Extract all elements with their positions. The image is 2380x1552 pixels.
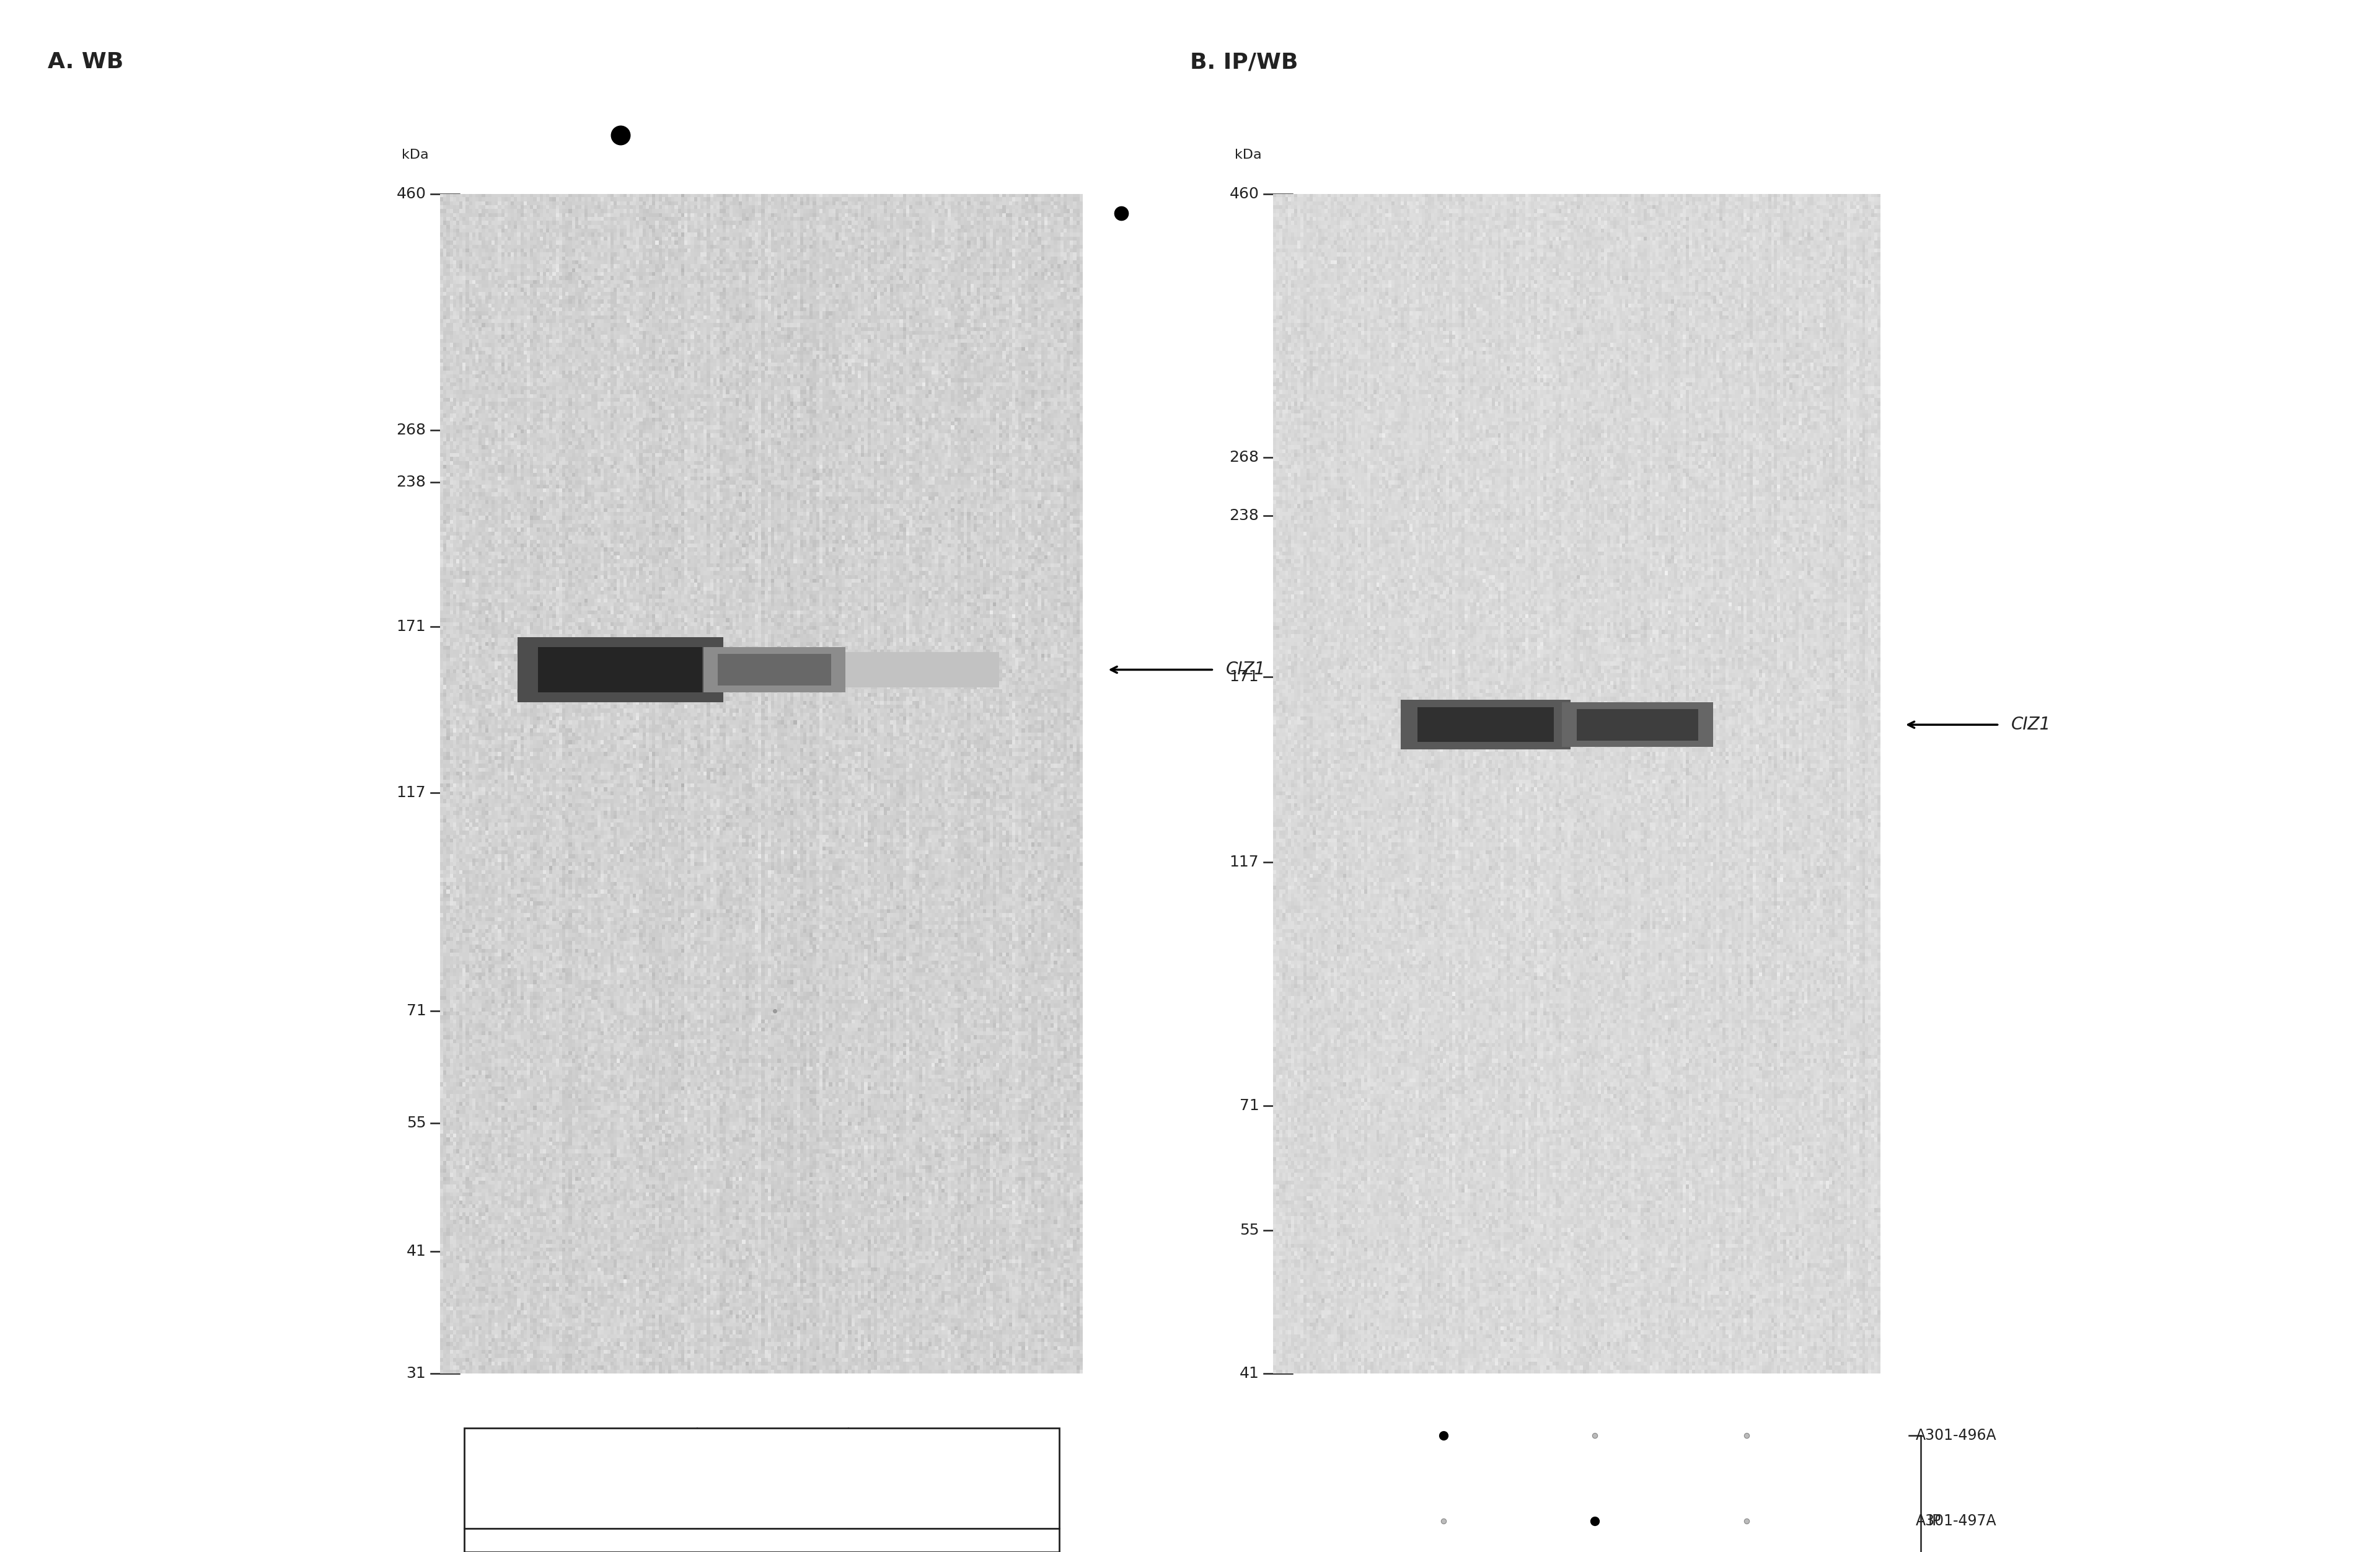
Text: CIZ1: CIZ1 xyxy=(1226,661,1266,678)
FancyBboxPatch shape xyxy=(1576,709,1699,740)
Text: 268: 268 xyxy=(395,422,426,438)
Text: 5: 5 xyxy=(916,1470,928,1487)
Text: 171: 171 xyxy=(1230,669,1259,684)
Text: 71: 71 xyxy=(407,1004,426,1018)
FancyBboxPatch shape xyxy=(719,653,831,686)
FancyBboxPatch shape xyxy=(1561,703,1714,747)
Text: 268: 268 xyxy=(1230,450,1259,466)
Text: 460: 460 xyxy=(397,186,426,202)
Text: A301-496A: A301-496A xyxy=(1916,1428,1997,1443)
FancyBboxPatch shape xyxy=(464,1428,1059,1529)
Text: 55: 55 xyxy=(407,1116,426,1130)
FancyBboxPatch shape xyxy=(538,647,702,692)
Text: 31: 31 xyxy=(407,1366,426,1381)
Text: 117: 117 xyxy=(397,785,426,801)
FancyBboxPatch shape xyxy=(704,647,845,692)
Text: 50: 50 xyxy=(609,1470,633,1487)
Text: 238: 238 xyxy=(1230,508,1259,523)
Text: A. WB: A. WB xyxy=(48,51,124,73)
Text: 41: 41 xyxy=(407,1243,426,1259)
Text: kDa: kDa xyxy=(402,149,428,161)
Text: 71: 71 xyxy=(1240,1099,1259,1113)
Text: B. IP/WB: B. IP/WB xyxy=(1190,51,1297,73)
Text: A301-497A: A301-497A xyxy=(1916,1513,1997,1529)
FancyBboxPatch shape xyxy=(1402,700,1571,750)
Text: 238: 238 xyxy=(397,475,426,489)
Text: 41: 41 xyxy=(1240,1366,1259,1381)
Text: 117: 117 xyxy=(1230,855,1259,869)
FancyBboxPatch shape xyxy=(1418,708,1554,742)
Text: 460: 460 xyxy=(1230,186,1259,202)
Text: 55: 55 xyxy=(1240,1223,1259,1237)
Text: IP: IP xyxy=(1928,1513,1942,1529)
Text: CIZ1: CIZ1 xyxy=(2011,715,2052,734)
Text: 171: 171 xyxy=(397,619,426,635)
Text: kDa: kDa xyxy=(1235,149,1261,161)
Text: 15: 15 xyxy=(762,1470,785,1487)
FancyBboxPatch shape xyxy=(845,652,1000,688)
FancyBboxPatch shape xyxy=(516,638,724,702)
